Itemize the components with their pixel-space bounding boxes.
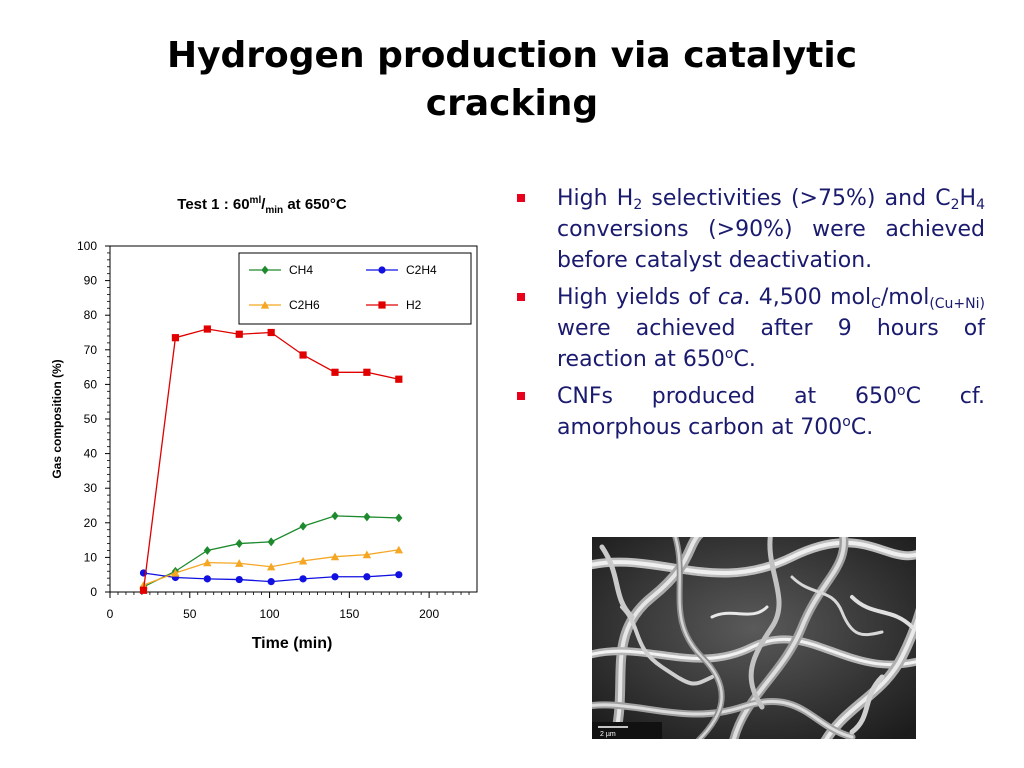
axes-group: 0 10 20 30 40 50 60 70 80 90 100 0 50 100 150 200 bbox=[77, 239, 478, 621]
data-point-c2h4 bbox=[235, 575, 243, 584]
slide-title-line-2: cracking bbox=[425, 83, 599, 124]
data-point-h2 bbox=[171, 334, 180, 342]
y-tick-label: 60 bbox=[84, 377, 98, 391]
bullet-item-cnfs: CNFs produced at 650oC cf. amorphous car… bbox=[515, 381, 985, 443]
legend-box bbox=[238, 252, 472, 325]
x-tick-label: 100 bbox=[260, 607, 280, 621]
data-point-c2h6 bbox=[203, 558, 212, 567]
bullet-square-icon bbox=[517, 194, 525, 202]
data-point-c2h4 bbox=[267, 578, 275, 586]
data-point-c2h6 bbox=[362, 550, 372, 559]
y-tick-label: 50 bbox=[84, 412, 98, 426]
legend-label-c2h4: C2H4 bbox=[406, 263, 437, 277]
chart-title-main: Test 1 : 60 bbox=[177, 196, 249, 213]
data-point-c2h4 bbox=[395, 571, 403, 579]
data-point-h2 bbox=[395, 375, 403, 383]
data-point-h2 bbox=[235, 330, 243, 338]
chart-title-slash: / bbox=[261, 196, 266, 213]
bullet-item-selectivity: High H2 selectivities (>75%) and C2H4 co… bbox=[515, 183, 985, 276]
chart-title-suffix: at 650°C bbox=[283, 196, 347, 213]
y-tick-label: 0 bbox=[90, 585, 97, 599]
chart-title-sup: ml bbox=[250, 195, 262, 206]
y-tick-label: 10 bbox=[84, 550, 98, 564]
data-point-ch4 bbox=[395, 513, 403, 523]
data-point-c2h6 bbox=[298, 556, 308, 565]
bullet-square-icon bbox=[517, 392, 525, 400]
series-group bbox=[139, 325, 404, 594]
y-tick-label: 20 bbox=[84, 516, 98, 530]
y-tick-label: 70 bbox=[84, 343, 98, 357]
legend-marker-h2 bbox=[378, 301, 386, 309]
legend-label-ch4: CH4 bbox=[289, 263, 313, 277]
x-tick-label: 50 bbox=[183, 607, 197, 621]
x-tick-label: 150 bbox=[339, 607, 359, 621]
x-tick-label: 0 bbox=[107, 607, 114, 621]
y-tick-label: 100 bbox=[77, 239, 97, 253]
legend-marker-c2h4 bbox=[378, 266, 386, 274]
legend-label-c2h6: C2H6 bbox=[289, 298, 320, 312]
data-point-ch4 bbox=[363, 512, 371, 522]
y-tick-label: 90 bbox=[84, 274, 98, 288]
series-h2 bbox=[139, 325, 403, 594]
data-point-c2h6 bbox=[171, 568, 180, 577]
bullet-square-icon bbox=[517, 293, 525, 301]
data-point-h2 bbox=[203, 325, 211, 333]
data-point-h2 bbox=[299, 351, 307, 359]
bullet-item-yield: High yields of ca. 4,500 molC/mol(Cu+Ni)… bbox=[515, 282, 985, 375]
chart-svg: Test 1 : 60ml/min at 650°C 0 10 20 30 40 50 60… bbox=[50, 195, 478, 652]
data-point-c2h4 bbox=[363, 573, 371, 581]
chart-title: Test 1 : 60ml/min at 650°C bbox=[177, 195, 347, 216]
data-point-c2h4 bbox=[331, 573, 339, 581]
series-line-h2 bbox=[142, 328, 399, 591]
sem-micrograph-image: 2 µm bbox=[577, 522, 937, 752]
y-axis-label: Gas composition (%) bbox=[50, 359, 64, 478]
legend-group: CH4 C2H4 C2H6 H2 bbox=[238, 252, 472, 325]
data-point-h2 bbox=[267, 328, 275, 337]
legend-label-h2: H2 bbox=[406, 298, 422, 312]
slide-title: Hydrogen production via catalytic cracki… bbox=[0, 32, 1024, 128]
data-point-h2 bbox=[363, 368, 371, 376]
legend-marker-ch4 bbox=[261, 265, 269, 275]
data-point-h2 bbox=[331, 368, 339, 376]
x-axis-label: Time (min) bbox=[252, 635, 333, 652]
data-point-ch4 bbox=[267, 537, 275, 547]
y-tick-label: 80 bbox=[84, 308, 98, 322]
data-point-ch4 bbox=[203, 546, 211, 555]
data-point-ch4 bbox=[299, 521, 307, 531]
y-tick-label: 30 bbox=[84, 481, 98, 495]
gas-composition-chart: Test 1 : 60ml/min at 650°C 0 10 20 30 40 50 60… bbox=[40, 185, 500, 665]
data-point-h2 bbox=[139, 586, 148, 594]
data-point-c2h4 bbox=[299, 575, 307, 583]
data-point-c2h4 bbox=[203, 575, 211, 583]
scale-bar-label: 2 µm bbox=[600, 731, 616, 738]
legend-marker-c2h6 bbox=[260, 300, 270, 309]
slide-title-line-1: Hydrogen production via catalytic bbox=[166, 35, 858, 76]
y-tick-label: 40 bbox=[84, 447, 98, 461]
data-point-c2h6 bbox=[330, 552, 340, 561]
data-point-c2h6 bbox=[266, 562, 276, 571]
chart-title-sub: min bbox=[265, 205, 283, 216]
data-point-ch4 bbox=[235, 539, 243, 548]
data-point-c2h6 bbox=[235, 559, 244, 567]
x-tick-label: 200 bbox=[419, 607, 439, 621]
data-point-c2h6 bbox=[394, 545, 404, 554]
bullet-list: High H2 selectivities (>75%) and C2H4 co… bbox=[515, 183, 985, 449]
data-point-ch4 bbox=[331, 511, 339, 521]
